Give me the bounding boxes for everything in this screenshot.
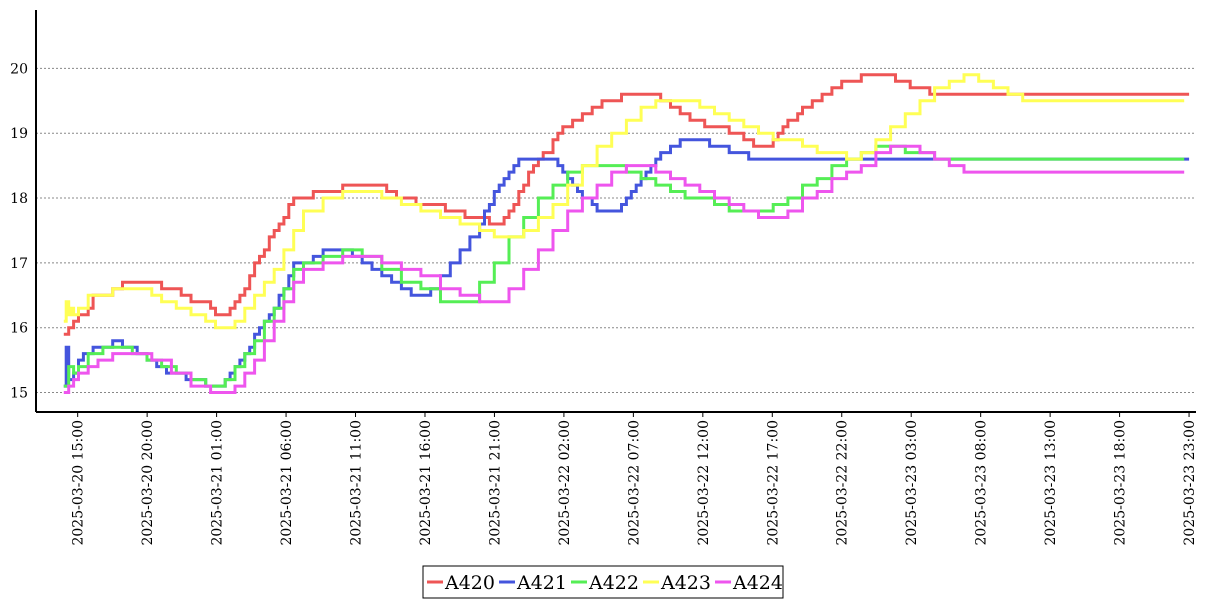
legend-label-a421: A421 — [516, 572, 567, 594]
x-tick-label: 2025-03-21 21:00 — [487, 420, 503, 546]
x-tick-label: 2025-03-21 01:00 — [210, 420, 226, 546]
x-tick-labels: 2025-03-20 15:00 2025-03-20 20:00 2025-03-… — [71, 412, 1198, 546]
y-tick-label: 20 — [10, 61, 28, 77]
series-line-a424 — [63, 144, 1185, 394]
y-tick-label: 17 — [10, 256, 28, 272]
series-lines — [63, 73, 1190, 394]
y-tick-label: 16 — [10, 321, 28, 337]
y-tick-label: 19 — [10, 126, 28, 142]
legend-label-a423: A423 — [660, 572, 711, 594]
x-tick-label: 2025-03-20 20:00 — [140, 420, 156, 546]
x-tick-label: 2025-03-23 08:00 — [974, 420, 990, 546]
legend-label-a424: A424 — [732, 572, 783, 594]
y-tick-label: 18 — [10, 191, 28, 207]
x-tick-label: 2025-03-21 11:00 — [349, 420, 365, 546]
x-tick-label: 2025-03-23 18:00 — [1113, 420, 1129, 546]
x-tick-label: 2025-03-22 22:00 — [835, 420, 851, 546]
y-tick-labels: 15 16 17 18 19 20 — [10, 61, 28, 401]
x-tick-label: 2025-03-22 07:00 — [626, 420, 642, 546]
x-tick-label: 2025-03-22 02:00 — [557, 420, 573, 546]
legend: A420 A421 A422 A423 A424 — [422, 565, 784, 599]
x-tick-label: 2025-03-22 17:00 — [765, 420, 781, 546]
x-tick-label: 2025-03-23 23:00 — [1182, 420, 1198, 546]
x-tick-label: 2025-03-20 15:00 — [71, 420, 87, 546]
x-tick-label: 2025-03-21 06:00 — [279, 420, 295, 546]
series-line-a422 — [63, 144, 1185, 388]
x-tick-label: 2025-03-22 12:00 — [696, 420, 712, 546]
x-tick-label: 2025-03-23 03:00 — [904, 420, 920, 546]
legend-label-a420: A420 — [444, 572, 495, 594]
series-line-a423 — [63, 73, 1185, 330]
y-tick-label: 15 — [10, 386, 28, 402]
x-tick-label: 2025-03-21 16:00 — [418, 420, 434, 546]
grid-lines — [36, 67, 1196, 394]
legend-label-a422: A422 — [588, 572, 639, 594]
axes — [35, 10, 1196, 413]
x-tick-label: 2025-03-23 13:00 — [1043, 420, 1059, 546]
